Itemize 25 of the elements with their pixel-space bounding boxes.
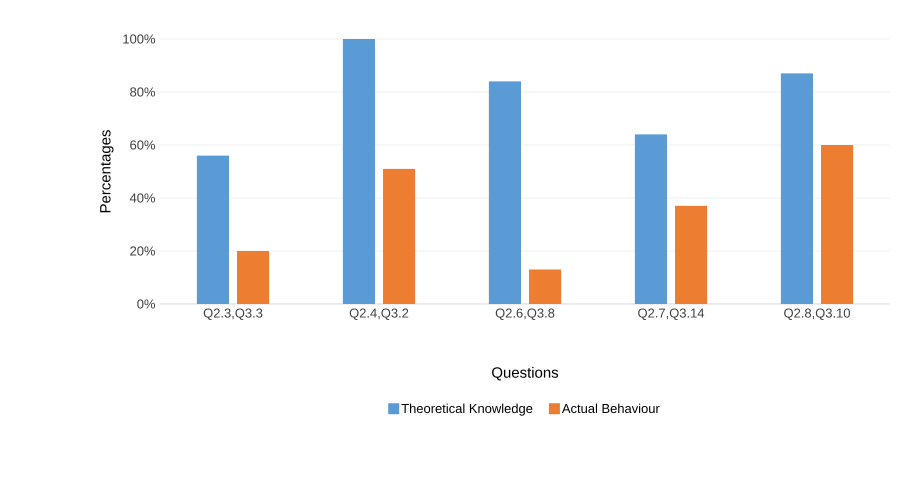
- bar: [529, 270, 562, 304]
- bar: [488, 81, 521, 304]
- bar: [780, 73, 813, 304]
- y-tick-label: 100%: [123, 34, 156, 44]
- bar: [675, 206, 708, 304]
- bar: [821, 144, 854, 304]
- legend-label: Actual Behaviour: [562, 404, 660, 414]
- x-tick-label: Q2.3,Q3.3: [204, 308, 262, 320]
- y-tick-label: 60%: [130, 140, 156, 150]
- x-tick-label: Q2.7,Q3.14: [638, 308, 704, 320]
- x-axis-title: Questions: [492, 366, 558, 380]
- y-tick-label: 80%: [130, 87, 156, 97]
- x-tick-label: Q2.4,Q3.2: [350, 308, 408, 320]
- x-tick-label: Q2.8,Q3.10: [784, 308, 850, 320]
- y-tick-label: 40%: [130, 193, 156, 203]
- y-tick-label: 0%: [137, 299, 156, 309]
- bar: [634, 134, 667, 304]
- y-axis-title: Percentages: [100, 130, 114, 212]
- x-tick-label: Q2.6,Q3.8: [496, 308, 554, 320]
- bar: [237, 250, 270, 304]
- bar: [383, 168, 416, 304]
- y-tick-label: 20%: [130, 246, 156, 256]
- bar: [342, 38, 375, 304]
- legend-label: Theoretical Knowledge: [402, 404, 532, 416]
- bar: [196, 156, 229, 304]
